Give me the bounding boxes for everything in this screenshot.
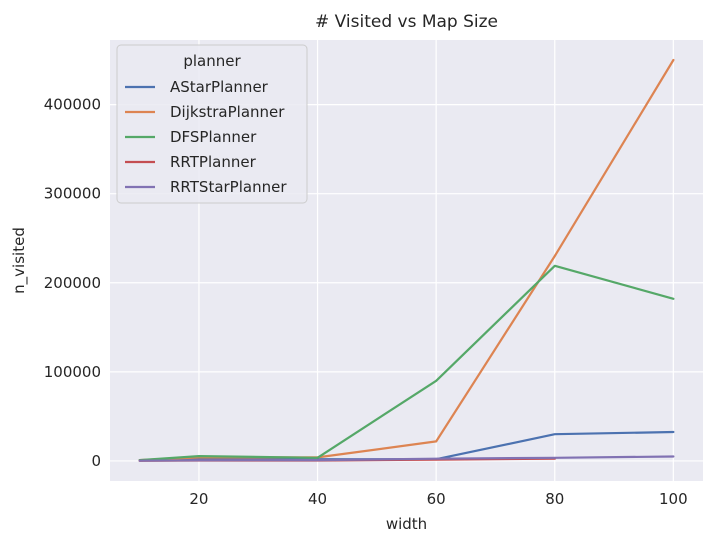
x-tick-label: 60	[427, 490, 446, 508]
chart-title: # Visited vs Map Size	[315, 12, 498, 32]
legend-label: DFSPlanner	[170, 128, 257, 146]
series-lines	[138, 58, 675, 462]
y-tick-label: 300000	[44, 185, 101, 203]
x-tick-label: 20	[189, 490, 208, 508]
tick-labels: 20 40 60 80 100 0 100000 200000 300000 400000	[44, 96, 688, 508]
y-tick-label: 400000	[44, 96, 101, 114]
x-axis-label: width	[386, 515, 427, 533]
legend: planner AStarPlanner DijkstraPlanner DFSPl…	[116, 44, 308, 204]
y-tick-label: 0	[91, 452, 101, 470]
legend-box	[116, 44, 308, 204]
x-tick-label: 40	[308, 490, 327, 508]
y-tick-label: 100000	[44, 363, 101, 381]
x-tick-label: 100	[659, 490, 688, 508]
legend-label: RRTStarPlanner	[170, 178, 287, 196]
legend-title: planner	[183, 52, 241, 70]
legend-label: RRTPlanner	[170, 153, 257, 171]
x-tick-label: 80	[545, 490, 564, 508]
y-tick-label: 200000	[44, 274, 101, 292]
y-axis-label: n_visited	[10, 227, 29, 294]
series-line-dfsplanner	[138, 264, 675, 462]
legend-label: AStarPlanner	[170, 78, 269, 96]
series-line-rrtstarplanner	[138, 455, 675, 462]
legend-label: DijkstraPlanner	[170, 103, 285, 121]
